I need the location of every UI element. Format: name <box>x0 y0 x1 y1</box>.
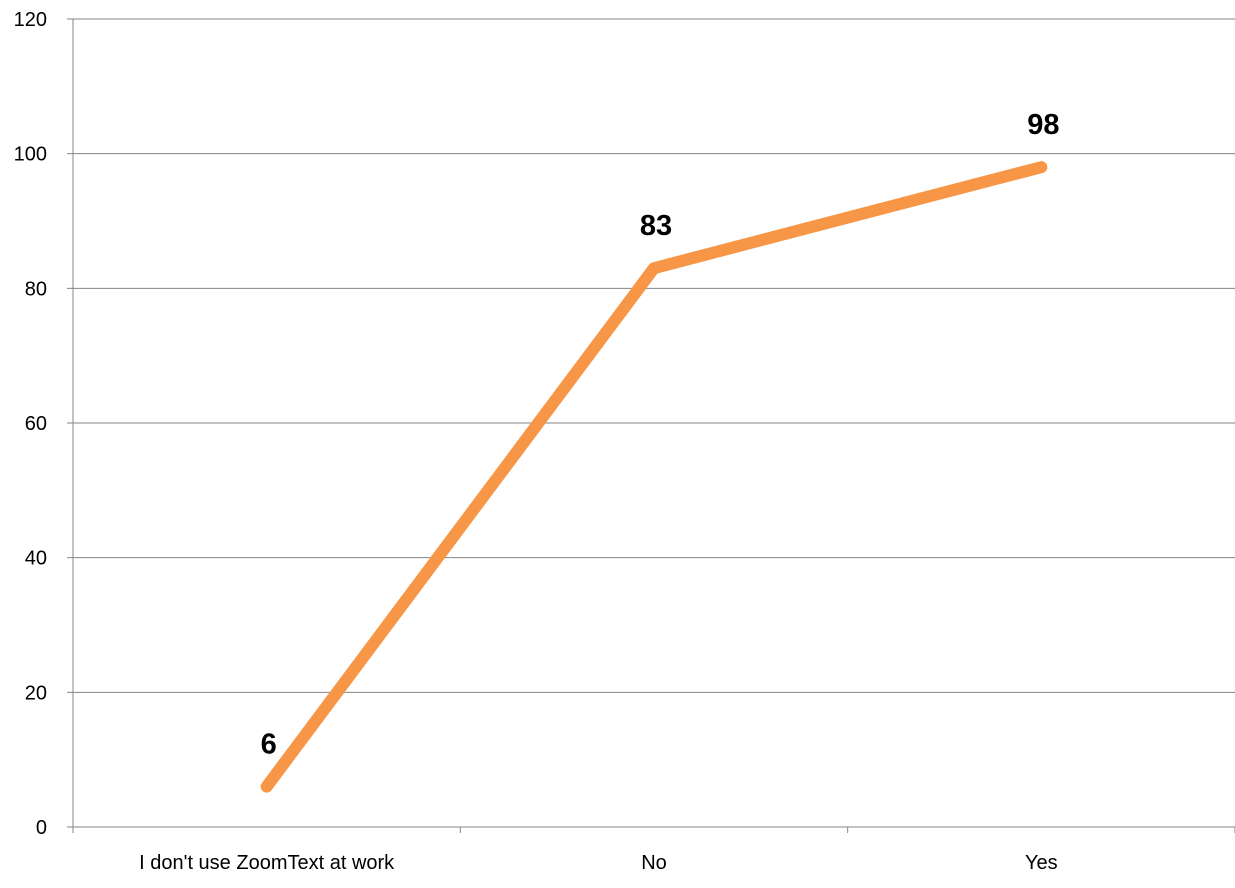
axes <box>67 19 1235 833</box>
y-tick-label: 0 <box>36 817 47 839</box>
series-line <box>267 167 1042 786</box>
x-category-label: No <box>641 852 667 874</box>
series <box>267 167 1042 787</box>
data-label: 6 <box>261 729 277 761</box>
x-category-label: Yes <box>1025 852 1058 874</box>
x-category-labels: I don't use ZoomText at work No Yes <box>139 852 1058 874</box>
y-tick-label: 100 <box>14 144 47 166</box>
data-label: 98 <box>1027 109 1059 141</box>
data-labels: 6 83 98 <box>261 109 1060 760</box>
y-tick-label: 80 <box>25 278 47 300</box>
data-label: 83 <box>640 210 672 242</box>
y-tick-labels: 0 20 40 60 80 100 120 <box>14 9 47 839</box>
y-tick-label: 60 <box>25 413 47 435</box>
y-tick-label: 20 <box>25 682 47 704</box>
gridlines <box>73 19 1235 692</box>
y-tick-label: 40 <box>25 548 47 570</box>
y-tick-label: 120 <box>14 9 47 31</box>
x-category-label: I don't use ZoomText at work <box>139 852 395 874</box>
